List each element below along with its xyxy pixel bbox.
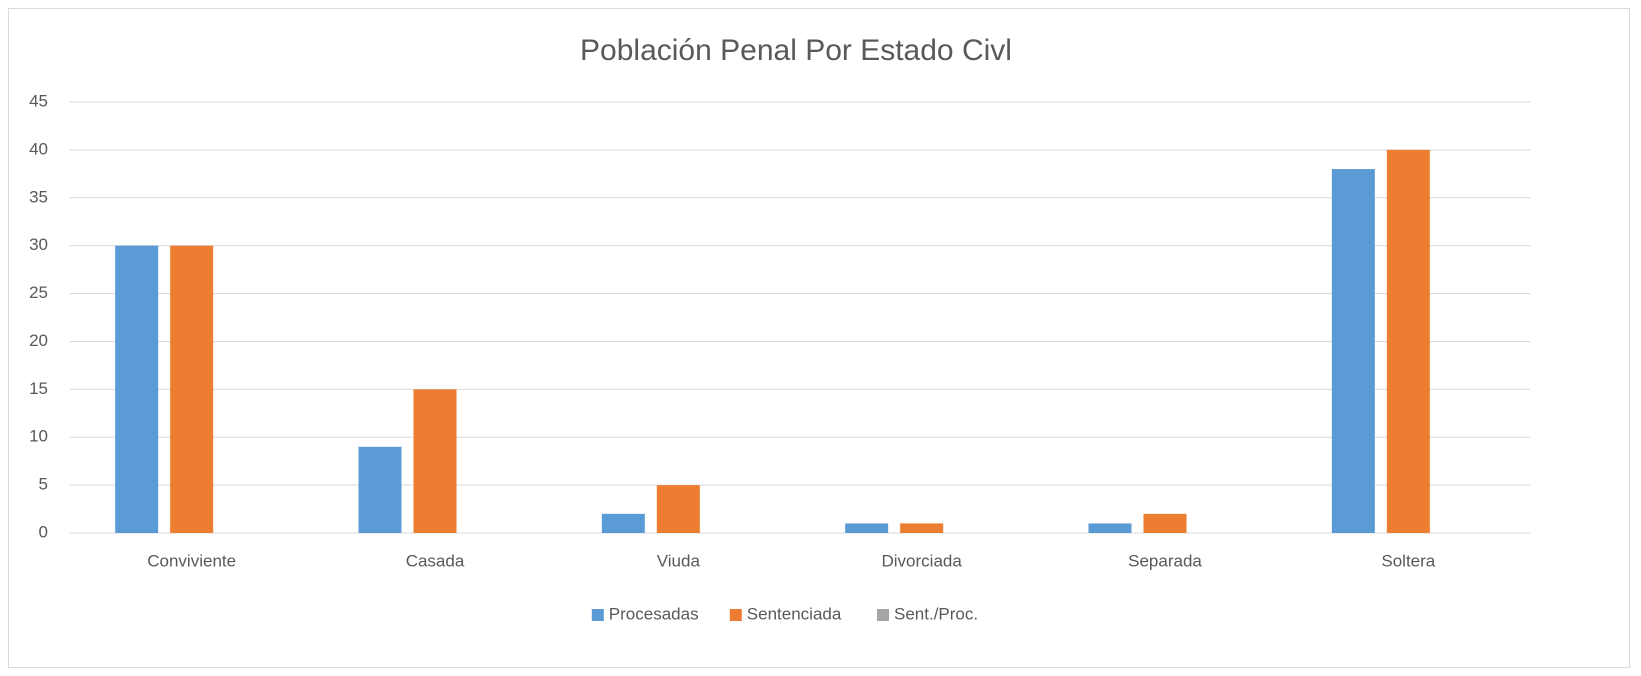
bar [1331,169,1375,534]
bar [656,485,700,533]
y-tick-label: 40 [29,139,48,158]
x-tick-label: Soltera [1381,551,1435,570]
bar [601,513,645,533]
legend-swatch [591,609,604,621]
chart-title: Población Penal Por Estado Civl [580,34,1012,67]
legend-label: Sentenciada [747,604,842,623]
legend-swatch [729,609,742,621]
y-tick-label: 35 [29,187,48,206]
bar [115,245,159,533]
bar [845,523,889,533]
y-tick-label: 10 [29,427,48,446]
y-tick-label: 0 [39,522,48,541]
y-tick-label: 30 [29,235,48,254]
bar [170,245,214,533]
x-tick-label: Casada [406,551,465,570]
x-tick-label: Separada [1128,551,1202,570]
y-tick-label: 5 [39,475,48,494]
x-tick-label: Divorciada [882,551,963,570]
y-tick-label: 25 [29,283,48,302]
bar [358,446,402,533]
x-tick-label: Viuda [657,551,701,570]
y-tick-label: 45 [29,91,48,110]
bar [1386,149,1430,533]
y-tick-label: 20 [29,331,48,350]
legend-label: Procesadas [609,604,699,623]
legend-label: Sent./Proc. [894,604,978,623]
bar [1088,523,1132,533]
legend-swatch [877,609,889,621]
bar [1143,513,1187,533]
bar [900,523,944,533]
bar [413,389,457,533]
x-tick-label: Conviviente [147,551,236,570]
y-tick-label: 15 [29,379,48,398]
